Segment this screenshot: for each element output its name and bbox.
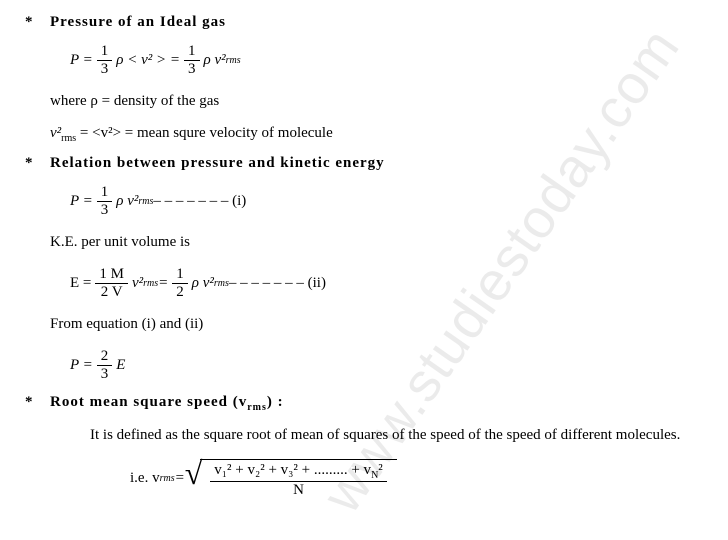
sq: ² xyxy=(378,462,383,478)
frac-m-v: 1 M 2 V xyxy=(95,266,128,300)
eq-e: E = 1 M 2 V v²rms = 1 2 ρ v²rms – – – – … xyxy=(70,266,698,300)
e-label: E = xyxy=(70,275,91,292)
frac-one-third-a: 1 3 xyxy=(97,43,113,77)
p-label: P = xyxy=(70,193,93,210)
dashes-ii: – – – – – – – (ii) xyxy=(229,275,326,292)
from-line: From equation (i) and (ii) xyxy=(50,312,698,336)
sub-rms: rms xyxy=(143,278,158,289)
sub-rms: rms xyxy=(138,196,153,207)
rhov2: ρ v² xyxy=(116,193,138,210)
def-text: = <v²> = mean squre velocity of molecule xyxy=(76,125,333,141)
sub-rms: rms xyxy=(61,133,76,144)
frac-rms: v₁² + v₂² + v₃² + ......... + vN² N xyxy=(210,462,387,499)
den: 3 xyxy=(97,366,113,383)
bullet-icon: * xyxy=(25,155,33,172)
section-relation: * Relation between pressure and kinetic … xyxy=(50,155,698,382)
sub-rms: rms xyxy=(160,473,175,484)
v2: v² xyxy=(50,125,61,141)
sub-rms: rms xyxy=(226,55,241,66)
den: 3 xyxy=(97,202,113,219)
heading-rms: Root mean square speed (vrms) : xyxy=(50,394,698,413)
num: 1 xyxy=(97,184,113,202)
num: v₁² + v₂² + v₃² + ......... + vN² xyxy=(210,462,387,482)
num: 1 xyxy=(172,266,188,284)
eq-result: P = 2 3 E xyxy=(70,348,698,382)
eq-pressure: P = 1 3 ρ < v² > = 1 3 ρ v²rms xyxy=(70,43,698,77)
sqrt: √ v₁² + v₂² + v₃² + ......... + vN² N xyxy=(185,459,397,499)
frac-two-thirds: 2 3 xyxy=(97,348,113,382)
eq-rhs2: ρ v² xyxy=(204,52,226,69)
eq-p: P = 1 3 ρ v²rms – – – – – – – (i) xyxy=(70,184,698,218)
num: 1 xyxy=(184,43,200,61)
rms-def: It is defined as the square root of mean… xyxy=(90,423,698,447)
heading-pressure: Pressure of an Ideal gas xyxy=(50,14,698,31)
num: 1 xyxy=(97,43,113,61)
bullet-icon: * xyxy=(25,14,33,31)
ie: i.e. v xyxy=(130,470,160,487)
section-pressure: * Pressure of an Ideal gas P = 1 3 ρ < v… xyxy=(50,14,698,147)
dashes-i: – – – – – – – (i) xyxy=(153,193,246,210)
vrms-def: v²rms = <v²> = mean squre velocity of mo… xyxy=(50,121,698,147)
eq-mid: = xyxy=(158,275,168,292)
den: 2 xyxy=(172,284,188,301)
denom: N xyxy=(289,482,308,499)
num: 2 xyxy=(97,348,113,366)
sqrt-inner: v₁² + v₂² + v₃² + ......... + vN² N xyxy=(200,459,397,499)
title-b: ) : xyxy=(267,394,284,410)
equals: = xyxy=(175,470,185,487)
where-line: where ρ = density of the gas xyxy=(50,89,698,113)
res-lhs: P = xyxy=(70,357,93,374)
sub-rms: rms xyxy=(214,278,229,289)
eq-mid: ρ < v² > = xyxy=(116,52,180,69)
num: 1 M xyxy=(95,266,128,284)
section-rms: * Root mean square speed (vrms) : It is … xyxy=(50,394,698,499)
eq-lhs: P = xyxy=(70,52,93,69)
eq-rms: i.e. vrms = √ v₁² + v₂² + v₃² + ........… xyxy=(130,459,698,499)
frac-one-third-b: 1 3 xyxy=(184,43,200,77)
title-a: Root mean square speed (v xyxy=(50,394,247,410)
den: 3 xyxy=(97,61,113,78)
rhov2b: ρ v² xyxy=(192,275,214,292)
frac-one-third: 1 3 xyxy=(97,184,113,218)
v2: v² xyxy=(132,275,143,292)
E: E xyxy=(116,357,125,374)
den: 2 V xyxy=(97,284,127,301)
sub-rms: rms xyxy=(247,402,267,413)
ke-line: K.E. per unit volume is xyxy=(50,230,698,254)
frac-half: 1 2 xyxy=(172,266,188,300)
bullet-icon: * xyxy=(25,394,33,411)
numerator: v₁² + v₂² + v₃² + ......... + v xyxy=(214,462,371,478)
den: 3 xyxy=(184,61,200,78)
heading-relation: Relation between pressure and kinetic en… xyxy=(50,155,698,172)
